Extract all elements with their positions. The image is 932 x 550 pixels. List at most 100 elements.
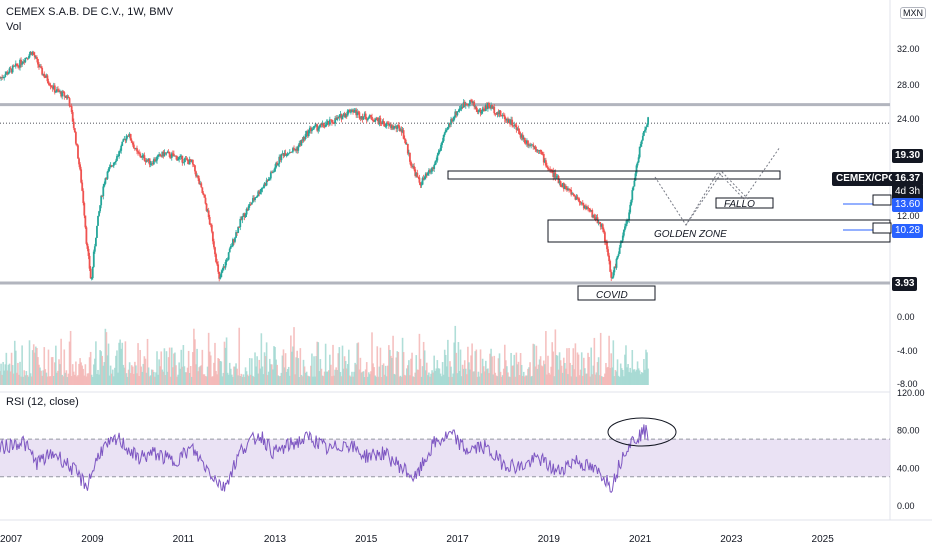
candle-body: [191, 160, 194, 165]
volume-bar: [190, 376, 193, 385]
volume-bar: [346, 364, 349, 385]
candle-body: [223, 266, 226, 268]
candle: [402, 127, 405, 140]
candle-body: [361, 116, 364, 120]
candle-body: [284, 152, 287, 156]
candle: [100, 194, 103, 209]
candle-body: [437, 152, 440, 156]
candle: [215, 252, 217, 264]
rsi-tick-label: 40.00: [897, 463, 920, 473]
candle-body: [43, 73, 46, 78]
resistance-box[interactable]: [447, 170, 781, 180]
candle-body: [249, 204, 252, 205]
candle: [207, 207, 210, 220]
volume-bar: [611, 367, 614, 385]
candle: [487, 102, 489, 112]
candle-body: [344, 114, 347, 118]
candle-body: [497, 112, 500, 115]
volume-bar: [647, 368, 649, 385]
candle-body: [561, 183, 564, 187]
volume-bar: [133, 373, 135, 385]
candle: [60, 90, 63, 98]
candle: [586, 206, 588, 210]
candle-body: [7, 72, 10, 75]
candle: [562, 182, 565, 192]
volume-bar: [514, 376, 517, 385]
volume-bar: [581, 375, 584, 385]
volume-bar: [26, 375, 29, 385]
candle-body: [9, 68, 12, 70]
candle-body: [49, 85, 52, 87]
candle-body: [425, 173, 428, 175]
candle-body: [103, 183, 106, 187]
candle-body: [316, 124, 319, 131]
candle: [299, 140, 302, 147]
volume-bar: [323, 371, 326, 385]
rsi-highlight-ellipse[interactable]: [607, 417, 677, 447]
candle-body: [517, 128, 520, 131]
covid-box[interactable]: [577, 285, 656, 301]
volume-bar: [213, 362, 215, 385]
candle: [519, 132, 522, 140]
candle-body: [188, 159, 191, 165]
candle-body: [543, 160, 546, 163]
candle-body: [536, 150, 539, 152]
volume-bar: [234, 366, 236, 385]
volume-bar: [339, 371, 342, 385]
volume-bar: [337, 353, 340, 385]
volume-bar: [365, 362, 368, 385]
candle-body: [234, 237, 236, 242]
candle: [64, 95, 67, 98]
candle-body: [84, 215, 87, 228]
candle: [523, 137, 526, 145]
price-tick-label: 32.00: [897, 44, 920, 54]
candle: [365, 116, 368, 124]
candle-body: [3, 77, 6, 78]
candle: [479, 107, 482, 117]
candle-body: [358, 112, 361, 119]
candle: [273, 168, 275, 173]
candle-body: [281, 153, 284, 155]
currency-badge[interactable]: MXN: [900, 7, 926, 19]
projection-path-alt[interactable]: [685, 171, 749, 226]
candle: [570, 187, 573, 197]
candle-body: [108, 167, 111, 170]
candle: [406, 143, 409, 156]
volume-bar: [161, 369, 164, 385]
volume-bar: [475, 349, 478, 385]
time-tick-label: 2015: [355, 534, 378, 545]
candle: [461, 103, 464, 110]
candle: [569, 188, 572, 192]
volume-bar: [91, 376, 94, 385]
volume-bar: [595, 372, 598, 385]
candle-body: [92, 251, 95, 267]
candle-body: [444, 129, 447, 133]
volume-bar: [405, 368, 408, 385]
volume-bar: [489, 353, 491, 385]
candle: [509, 119, 511, 127]
volume-bar: [383, 374, 386, 385]
volume-bar: [618, 376, 621, 385]
volume-bar: [152, 369, 154, 385]
candle-body: [135, 148, 137, 149]
candle: [504, 117, 507, 124]
candle-body: [644, 129, 646, 132]
volume-bar: [541, 366, 544, 385]
volume-bar: [216, 374, 218, 385]
candle: [101, 195, 104, 198]
candle: [23, 60, 26, 66]
volume-bar: [589, 376, 591, 385]
candle-body: [183, 158, 186, 163]
volume-bar: [198, 367, 200, 385]
candle-body: [340, 114, 343, 120]
volume-bar: [428, 372, 430, 385]
candle: [612, 270, 615, 279]
candle-body: [464, 104, 467, 106]
candle-body: [4, 74, 7, 78]
candle-body: [333, 123, 335, 125]
candle-body: [556, 176, 559, 177]
candle-body: [562, 183, 565, 189]
projection-path[interactable]: [654, 146, 781, 226]
candle-body: [151, 163, 154, 165]
